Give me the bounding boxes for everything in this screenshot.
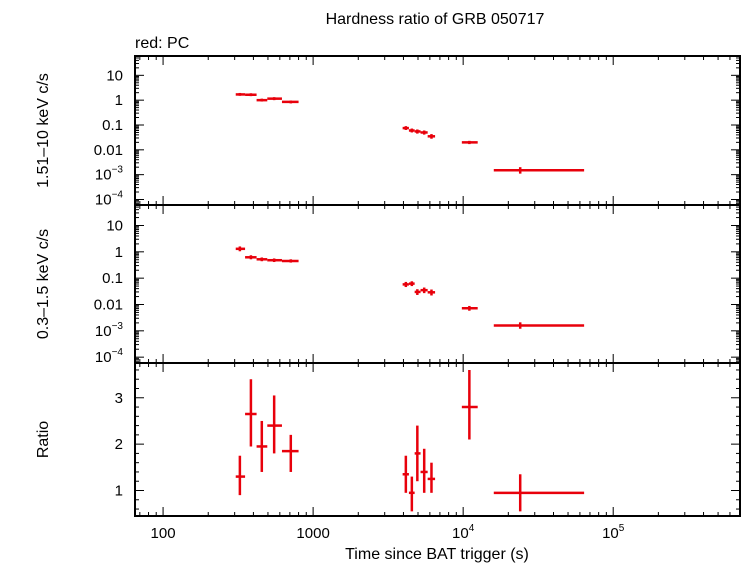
data-point bbox=[281, 100, 299, 104]
data-point bbox=[420, 130, 428, 135]
y-axis-label: 0.3–1.5 keV c/s bbox=[35, 229, 52, 339]
data-point bbox=[427, 289, 436, 296]
data-point bbox=[420, 287, 428, 294]
data-point bbox=[267, 97, 282, 101]
y-tick-label: 10−4 bbox=[95, 189, 124, 208]
data-point bbox=[461, 140, 478, 145]
data-point bbox=[267, 258, 282, 263]
data-point bbox=[493, 474, 585, 512]
data-point bbox=[281, 434, 299, 472]
y-tick-label: 10 bbox=[106, 67, 123, 84]
panel-ratio: 1 2 3 Ratio bbox=[35, 362, 741, 517]
data-point bbox=[408, 281, 415, 287]
data-point bbox=[493, 167, 585, 174]
data-point bbox=[235, 246, 246, 252]
data-point bbox=[408, 128, 415, 133]
x-axis-label: Time since BAT trigger (s) bbox=[345, 546, 529, 563]
data-point bbox=[427, 134, 436, 139]
y-tick-label: 10 bbox=[106, 217, 123, 234]
data-point bbox=[402, 281, 409, 288]
y-tick-label: 0.1 bbox=[102, 270, 123, 287]
data-point bbox=[256, 257, 268, 262]
y-tick-label: 10−3 bbox=[95, 321, 124, 340]
x-tick-label: 1000 bbox=[296, 525, 329, 542]
data-point bbox=[461, 305, 478, 311]
y-tick-label: 0.01 bbox=[94, 142, 123, 159]
panel-frame bbox=[134, 204, 741, 364]
chart-subtitle: red: PC bbox=[135, 35, 189, 52]
panel-soft: 10 1 0.1 0.01 10−3 10−4 0.3–1.5 keV c/s bbox=[35, 204, 741, 366]
y-tick-label: 3 bbox=[115, 390, 123, 407]
y-axis-label: Ratio bbox=[35, 421, 52, 458]
data-point bbox=[414, 129, 421, 134]
data-point bbox=[245, 255, 257, 260]
data-point bbox=[427, 462, 436, 493]
data-point bbox=[408, 476, 415, 512]
data-point bbox=[235, 455, 246, 496]
chart-title: Hardness ratio of GRB 050717 bbox=[326, 11, 545, 28]
data-point bbox=[402, 455, 409, 493]
panels-group: 10 1 0.1 0.01 10−3 10−4 1.51–10 keV c/s 10 1 0.1 0… bbox=[35, 55, 741, 542]
y-tick-label: 0.01 bbox=[94, 296, 123, 313]
data-point bbox=[267, 395, 282, 454]
y-tick-label: 10−3 bbox=[95, 165, 124, 184]
data-point bbox=[281, 259, 299, 263]
panel-frame bbox=[134, 55, 741, 206]
data-point bbox=[461, 369, 478, 440]
panel-hard: 10 1 0.1 0.01 10−3 10−4 1.51–10 keV c/s bbox=[35, 55, 741, 208]
x-tick-label: 104 bbox=[452, 523, 475, 542]
x-tick-label: 105 bbox=[602, 523, 625, 542]
panel-frame bbox=[134, 362, 741, 517]
y-tick-label: 1 bbox=[115, 483, 123, 500]
data-point bbox=[414, 425, 421, 482]
data-point bbox=[402, 126, 409, 130]
y-tick-label: 1 bbox=[115, 92, 123, 109]
y-tick-label: 10−4 bbox=[95, 347, 124, 366]
x-tick-label: 100 bbox=[151, 525, 176, 542]
y-tick-label: 1 bbox=[115, 244, 123, 261]
data-point bbox=[414, 289, 421, 295]
data-point bbox=[256, 420, 268, 472]
y-tick-label: 2 bbox=[115, 436, 123, 453]
y-tick-label: 0.1 bbox=[102, 117, 123, 134]
data-point bbox=[420, 448, 428, 493]
y-axis-label: 1.51–10 keV c/s bbox=[35, 73, 52, 188]
data-point bbox=[256, 98, 268, 102]
data-point bbox=[493, 322, 585, 329]
data-point bbox=[235, 92, 246, 96]
data-point bbox=[245, 93, 257, 97]
data-point bbox=[245, 379, 257, 447]
